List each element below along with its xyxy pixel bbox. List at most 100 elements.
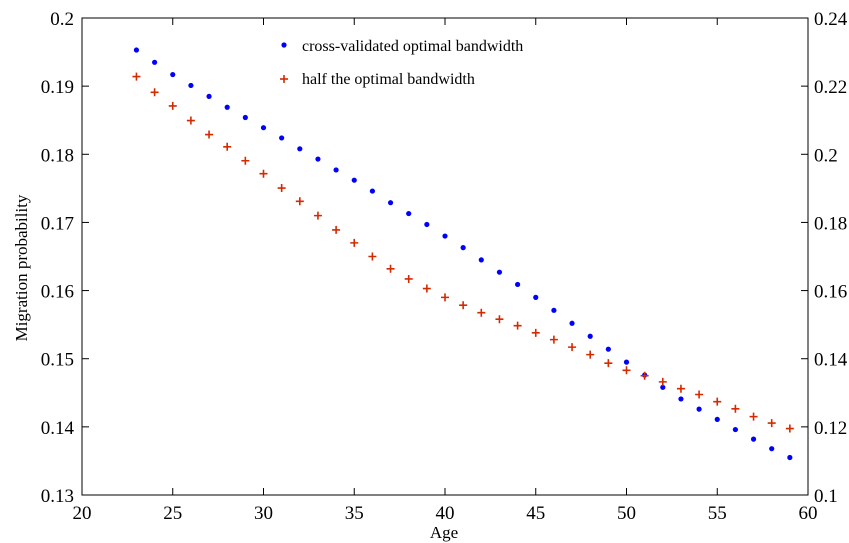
data-point bbox=[223, 142, 232, 151]
data-point bbox=[533, 294, 539, 300]
data-point bbox=[368, 252, 377, 261]
y-tick-label: 0.15 bbox=[41, 350, 74, 371]
data-point bbox=[170, 71, 176, 78]
x-tick-label: 25 bbox=[163, 503, 182, 524]
data-point bbox=[259, 169, 268, 178]
data-point bbox=[787, 454, 793, 461]
series-1 bbox=[133, 47, 793, 461]
data-point bbox=[769, 446, 775, 452]
data-point bbox=[152, 59, 158, 65]
data-point bbox=[297, 146, 303, 152]
y2-tick-label: 0.24 bbox=[814, 9, 848, 30]
data-point bbox=[241, 156, 250, 165]
legend-label-1: cross-validated optimal bandwidth bbox=[302, 38, 523, 55]
data-point bbox=[695, 390, 704, 399]
x-tick-label: 20 bbox=[73, 503, 92, 524]
y-tick-label: 0.13 bbox=[41, 486, 74, 507]
x-tick-label: 50 bbox=[617, 503, 636, 524]
y-tick-label: 0.18 bbox=[41, 145, 74, 166]
data-point bbox=[150, 88, 159, 97]
y2-tick-label: 0.2 bbox=[814, 145, 838, 166]
data-point bbox=[604, 359, 613, 368]
series-layer bbox=[132, 47, 794, 461]
x-tick-label: 60 bbox=[799, 503, 818, 524]
y-tick-label: 0.14 bbox=[41, 418, 75, 439]
y2-tick-label: 0.16 bbox=[814, 282, 847, 303]
data-point bbox=[188, 82, 194, 89]
data-point bbox=[441, 293, 449, 302]
data-point bbox=[277, 184, 286, 193]
data-point bbox=[551, 307, 557, 313]
data-point bbox=[478, 257, 484, 263]
data-point bbox=[714, 416, 720, 422]
data-point bbox=[350, 238, 359, 247]
data-point bbox=[459, 301, 468, 310]
data-point bbox=[605, 346, 611, 352]
data-point bbox=[658, 377, 667, 386]
data-point bbox=[623, 359, 630, 365]
data-point bbox=[549, 335, 558, 344]
data-point bbox=[279, 135, 285, 141]
data-point bbox=[332, 225, 341, 234]
data-point bbox=[260, 125, 267, 131]
data-point bbox=[406, 210, 412, 217]
data-point bbox=[351, 177, 357, 183]
data-point bbox=[224, 104, 230, 110]
x-tick-label: 40 bbox=[436, 503, 455, 524]
data-point bbox=[205, 130, 214, 139]
data-point bbox=[442, 233, 448, 239]
series-2 bbox=[132, 72, 794, 433]
x-tick-label: 30 bbox=[254, 503, 273, 524]
y2-tick-label: 0.14 bbox=[814, 350, 848, 371]
legend-marker-dot bbox=[281, 42, 287, 48]
x-axis-title: Age bbox=[430, 523, 458, 542]
data-point bbox=[422, 284, 431, 293]
data-point bbox=[676, 384, 685, 393]
data-point bbox=[732, 426, 739, 433]
data-point bbox=[713, 397, 722, 406]
y-tick-label: 0.19 bbox=[41, 77, 74, 98]
data-point bbox=[424, 221, 430, 228]
data-point bbox=[767, 419, 776, 428]
y-axis-right-ticks: 0.1 0.12 0.14 0.16 0.18 0.2 0.22 0.24 bbox=[801, 9, 848, 507]
data-point bbox=[531, 328, 540, 337]
data-point bbox=[640, 371, 649, 380]
x-axis-ticks: 20 25 30 35 40 45 50 55 60 bbox=[73, 18, 818, 524]
y-tick-label: 0.16 bbox=[41, 282, 74, 303]
y2-tick-label: 0.12 bbox=[814, 418, 847, 439]
data-point bbox=[168, 101, 177, 110]
data-point bbox=[586, 350, 595, 359]
data-point bbox=[495, 315, 504, 324]
data-point bbox=[369, 188, 375, 194]
y2-tick-label: 0.18 bbox=[814, 213, 847, 234]
data-point bbox=[515, 281, 521, 288]
data-point bbox=[587, 333, 593, 339]
legend-label-2: half the optimal bandwidth bbox=[302, 71, 475, 88]
data-point bbox=[404, 274, 413, 283]
data-point bbox=[387, 200, 394, 206]
x-tick-label: 55 bbox=[708, 503, 727, 524]
data-point bbox=[477, 308, 486, 317]
y-tick-label: 0.2 bbox=[50, 9, 74, 30]
y2-tick-label: 0.22 bbox=[814, 77, 847, 98]
data-point bbox=[513, 321, 522, 330]
data-point bbox=[186, 116, 195, 125]
data-point bbox=[696, 406, 702, 412]
data-point bbox=[750, 436, 757, 442]
legend-box bbox=[255, 30, 621, 99]
data-point bbox=[660, 384, 666, 390]
data-point bbox=[569, 320, 575, 326]
data-point bbox=[785, 424, 794, 433]
data-point bbox=[333, 167, 339, 173]
data-point bbox=[749, 412, 758, 421]
data-point bbox=[622, 366, 631, 375]
data-point bbox=[133, 47, 140, 53]
legend-marker-plus bbox=[280, 75, 288, 83]
data-point bbox=[568, 343, 577, 352]
data-point bbox=[460, 245, 466, 251]
data-point bbox=[678, 396, 684, 402]
data-point bbox=[386, 264, 395, 273]
y-tick-label: 0.17 bbox=[41, 213, 74, 234]
data-point bbox=[731, 404, 740, 413]
x-tick-label: 35 bbox=[345, 503, 364, 524]
